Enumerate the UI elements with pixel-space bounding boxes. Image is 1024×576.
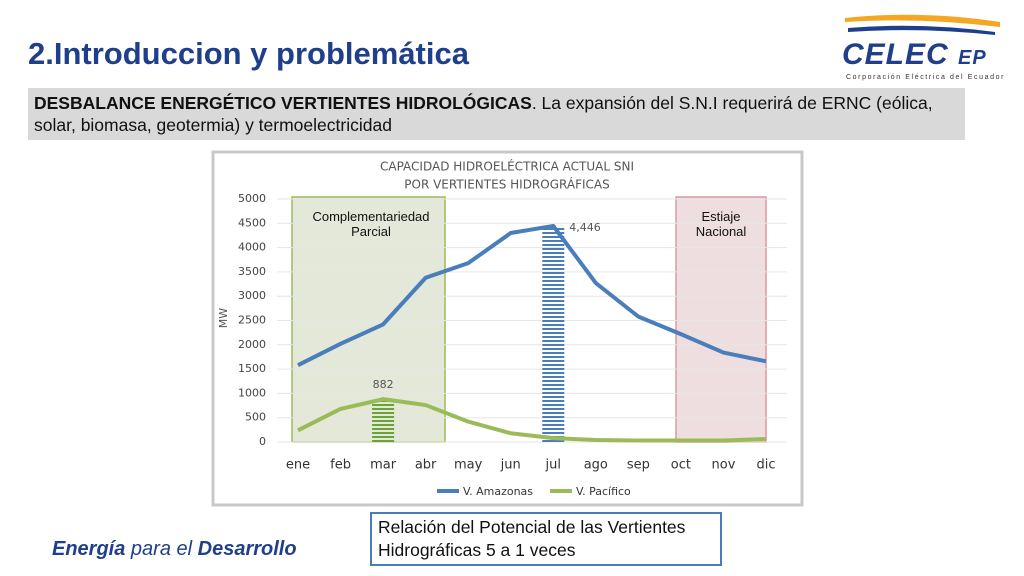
logo-name: CELEC EP: [842, 38, 987, 72]
footer-word: para el: [130, 538, 193, 560]
logo-swoosh: [848, 25, 995, 35]
legend-label: V. Amazonas: [463, 485, 533, 498]
x-tick-label: jun: [500, 458, 521, 473]
y-tick-label: 2500: [238, 314, 266, 327]
y-tick-label: 1500: [238, 362, 266, 375]
x-tick-label: abr: [415, 458, 437, 473]
footer-word: Desarrollo: [197, 538, 297, 560]
x-tick-label: nov: [712, 458, 736, 473]
footer-word: Energía: [52, 538, 126, 560]
region: [675, 196, 767, 443]
data-label: 882: [373, 378, 394, 391]
series-line: [297, 223, 767, 367]
x-tick-label: ene: [286, 458, 310, 473]
y-tick-label: 2000: [238, 338, 266, 351]
annotation: Estiaje Nacional: [695, 209, 747, 239]
logo-suffix: EP: [958, 47, 987, 69]
y-tick-label: 500: [245, 411, 266, 424]
note-box: Relación del Potencial de las Vertientes…: [370, 512, 722, 566]
x-tick-label: ago: [584, 458, 608, 473]
series-line: [297, 397, 767, 443]
chart-title: CAPACIDAD HIDROELÉCTRICA ACTUAL SNI: [380, 159, 634, 174]
y-tick-label: 1000: [238, 386, 266, 399]
logo-text: CELEC: [842, 38, 949, 71]
logo-tagline: Corporación Eléctrica del Ecuador: [846, 74, 1006, 81]
slide-title: 2.Introduccion y problemática: [28, 36, 469, 71]
footer: Energía para el Desarrollo: [52, 538, 297, 561]
y-tick-label: 3000: [238, 289, 266, 302]
y-tick-label: 4500: [238, 216, 266, 229]
x-tick-label: dic: [756, 458, 775, 473]
legend-label: V. Pacífico: [576, 485, 631, 498]
y-axis-label: MW: [217, 308, 230, 328]
x-tick-label: sep: [627, 458, 650, 473]
y-tick-label: 5000: [238, 192, 266, 205]
intro-box: DESBALANCE ENERGÉTICO VERTIENTES HIDROLÓ…: [28, 88, 965, 140]
logo-swoosh: [845, 14, 1000, 27]
chart-subtitle: POR VERTIENTES HIDROGRÁFICAS: [404, 177, 609, 192]
x-tick-label: mar: [370, 458, 397, 473]
x-tick-label: may: [454, 458, 483, 473]
intro-text: . La expansión del S.N.I requerirá de ER…: [34, 93, 933, 135]
y-tick-label: 4000: [238, 241, 266, 254]
highlight-bar: [542, 225, 565, 442]
x-tick-label: jul: [545, 458, 561, 473]
annotation: Complementariedad Parcial: [312, 209, 430, 239]
highlight-bar: [372, 399, 395, 442]
data-label: 4,446: [569, 221, 601, 234]
x-tick-label: oct: [671, 458, 691, 473]
y-tick-label: 3500: [238, 265, 266, 278]
y-tick-label: 0: [259, 435, 266, 448]
x-tick-label: feb: [330, 458, 351, 473]
intro-bold: DESBALANCE ENERGÉTICO VERTIENTES HIDROLÓ…: [34, 93, 532, 113]
